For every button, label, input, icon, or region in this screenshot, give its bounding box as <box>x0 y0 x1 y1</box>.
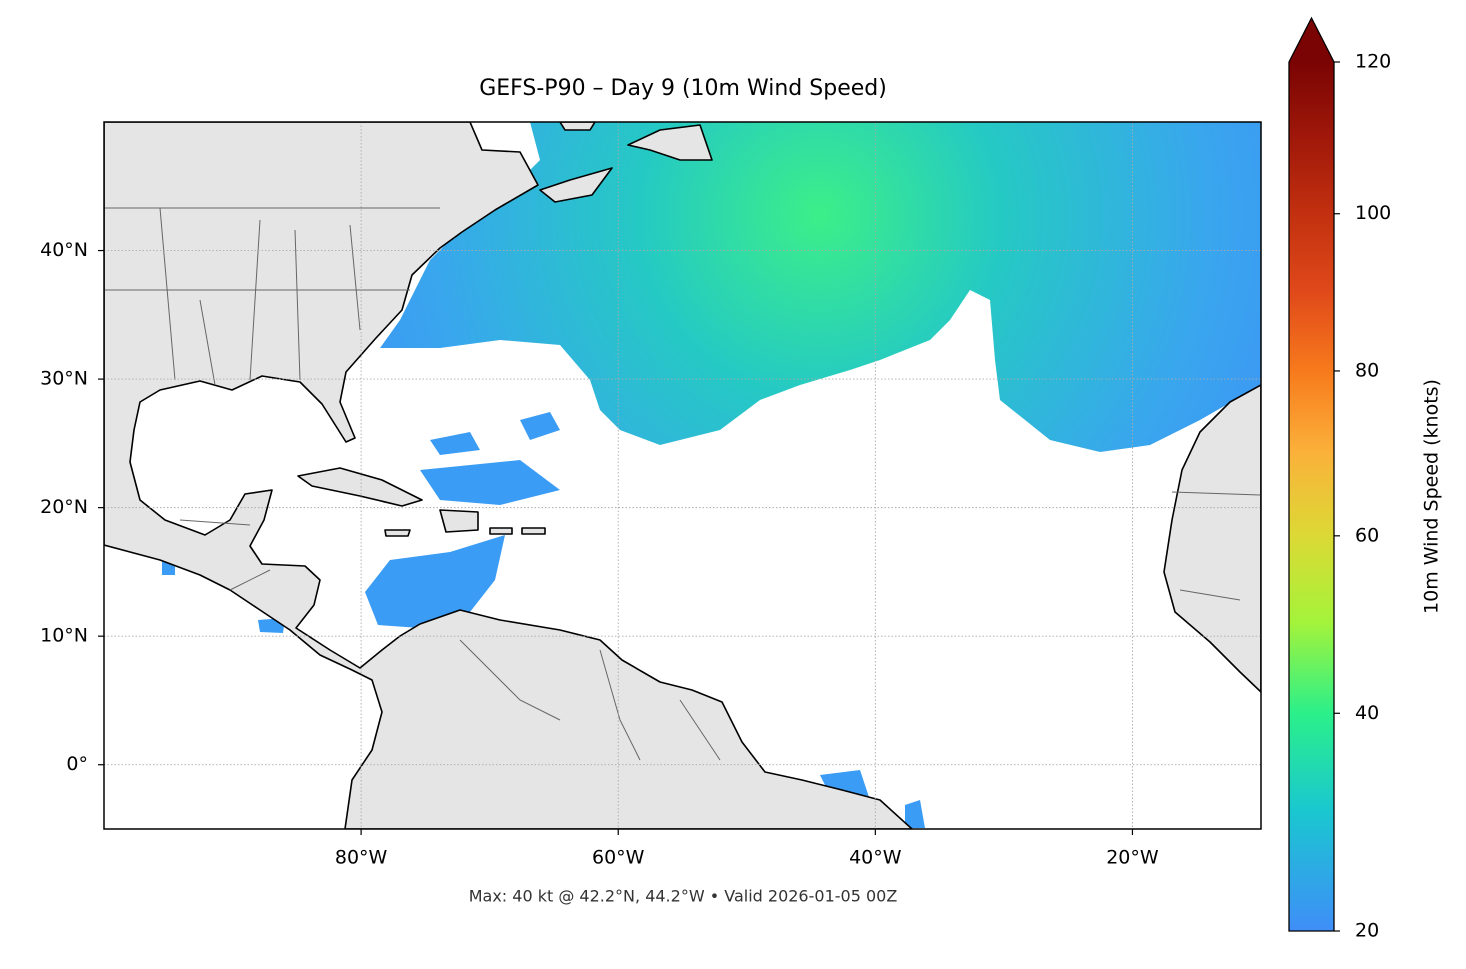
annotation: Max: 40 kt @ 42.2°N, 44.2°W • Valid 2026… <box>469 887 898 906</box>
colorbar-tick-label: 120 <box>1355 51 1391 73</box>
colorbar-tick-label: 100 <box>1355 202 1391 224</box>
y-tick-label: 40°N <box>40 239 88 261</box>
x-tick-label: 20°W <box>1106 847 1159 869</box>
y-tick-label: 10°N <box>40 625 88 647</box>
x-tick-label: 40°W <box>849 847 902 869</box>
colorbar-tick-label: 20 <box>1355 920 1379 942</box>
colorbar-tick-label: 60 <box>1355 524 1379 546</box>
x-tick-label: 60°W <box>592 847 645 869</box>
grid <box>104 122 1261 829</box>
wind-field <box>162 122 1261 828</box>
land <box>104 122 1261 829</box>
colorbar-tick-label: 40 <box>1355 702 1379 724</box>
y-tick-label: 20°N <box>40 496 88 518</box>
colorbar-gradient <box>1289 62 1334 931</box>
y-tick-label: 0° <box>66 753 88 775</box>
colorbar-extend <box>1289 18 1334 62</box>
colorbar-outline <box>1288 16 1335 932</box>
chart-title: GEFS-P90 – Day 9 (10m Wind Speed) <box>479 76 887 101</box>
colorbar-tick-label: 80 <box>1355 359 1379 381</box>
colorbar: 20 40 60 80 100 120 10m Wind Speed (knots) <box>1288 16 1443 942</box>
colorbar-label: 10m Wind Speed (knots) <box>1421 379 1443 614</box>
axes-frame <box>103 121 1262 830</box>
map <box>104 122 1261 829</box>
x-tick-label: 80°W <box>335 847 388 869</box>
y-tick-label: 30°N <box>40 368 88 390</box>
